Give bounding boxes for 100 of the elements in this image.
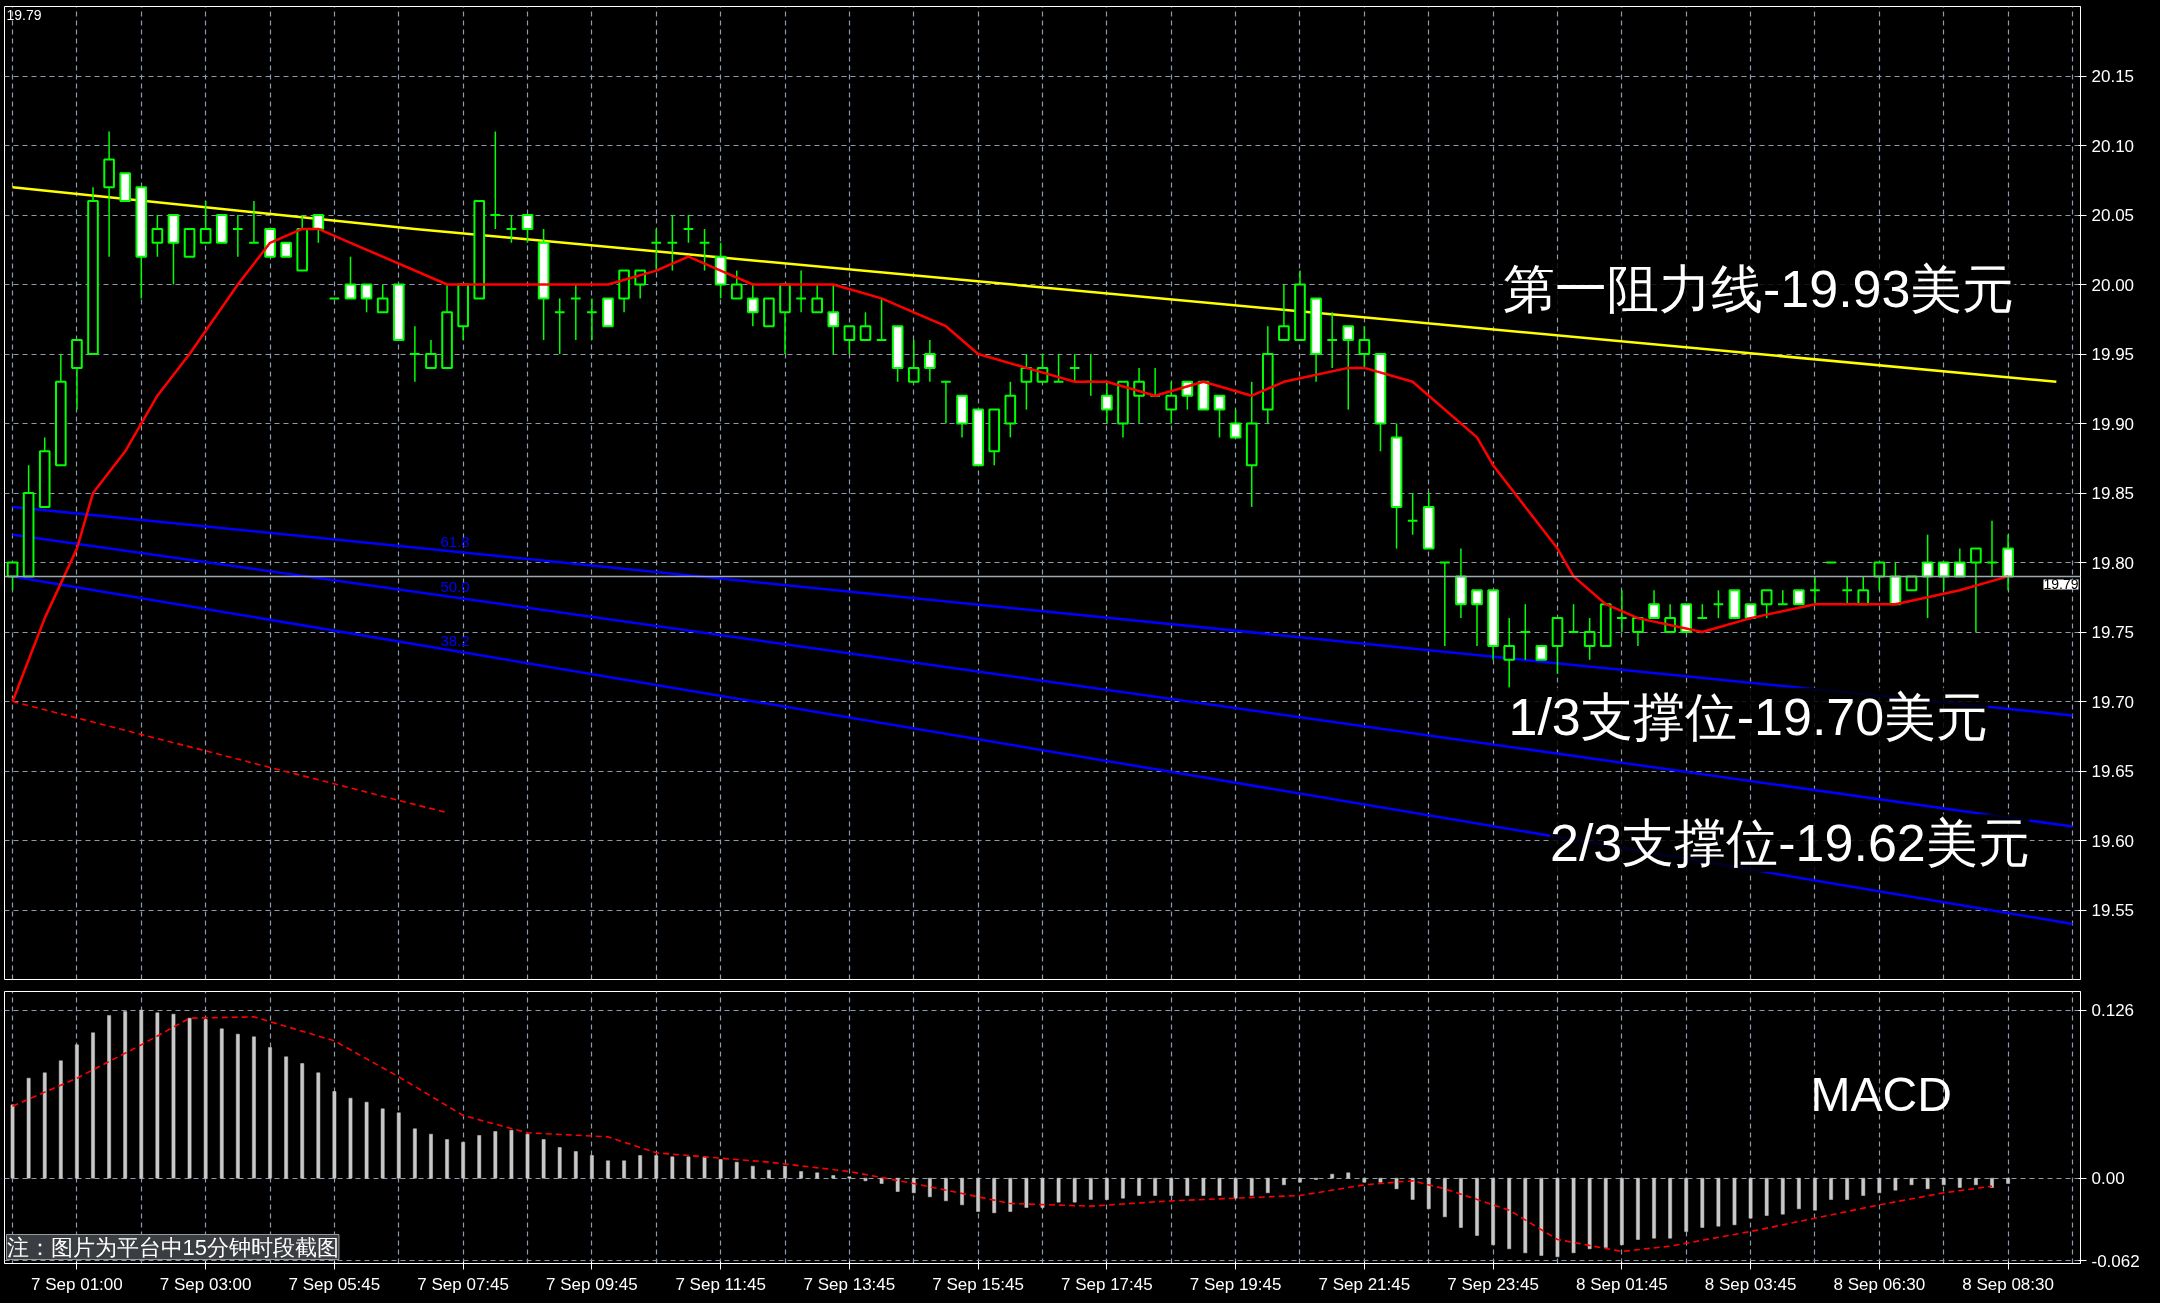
candlestick [1471, 589, 1483, 647]
bar [831, 1175, 836, 1179]
bar [815, 1172, 820, 1179]
candlestick [666, 214, 679, 272]
bar [1619, 1177, 1624, 1246]
bar [1700, 1177, 1705, 1228]
bar [123, 1011, 128, 1179]
bar [1813, 1177, 1817, 1211]
x-tick-label: 7 Sep 05:45 [288, 1274, 381, 1294]
bar [1153, 1177, 1158, 1196]
candlestick [489, 130, 502, 230]
bar [1732, 1177, 1737, 1226]
bar [525, 1133, 530, 1179]
bar [944, 1177, 948, 1202]
bar [718, 1159, 723, 1179]
bar [1346, 1172, 1351, 1179]
bar [670, 1156, 675, 1179]
x-tick-label: 8 Sep 03:45 [1704, 1274, 1797, 1294]
ref-line-label: 19.79 [2043, 576, 2079, 593]
y-tick-label: 20.15 [2091, 67, 2135, 86]
bar [1716, 1177, 1721, 1227]
candlestick [1953, 547, 1966, 578]
x-tick-label: 7 Sep 01:00 [31, 1274, 123, 1294]
bar [348, 1097, 353, 1179]
candlestick [425, 339, 437, 369]
x-tick-label: 7 Sep 15:45 [932, 1274, 1024, 1294]
text: MACD [1810, 1068, 1952, 1122]
candlestick [151, 214, 164, 258]
x-tick-label: 7 Sep 13:45 [803, 1274, 896, 1294]
bar [1539, 1177, 1544, 1256]
bar [316, 1072, 321, 1179]
bar [1394, 1177, 1399, 1190]
bar [396, 1112, 401, 1179]
x-tick-label: 7 Sep 23:45 [1447, 1274, 1539, 1294]
bar [1265, 1177, 1270, 1194]
bar [332, 1091, 337, 1179]
bar [1797, 1177, 1801, 1210]
bar [1072, 1177, 1077, 1203]
candlestick [682, 214, 695, 244]
series-label: 38.2 [440, 631, 470, 649]
candlestick [344, 255, 357, 300]
series-label: 50.0 [440, 578, 470, 596]
candlestick [843, 325, 856, 355]
bar [1668, 1177, 1672, 1239]
candlestick [1616, 589, 1628, 633]
x-tick-label: 8 Sep 01:45 [1576, 1274, 1668, 1294]
bar [1233, 1177, 1238, 1199]
bar [1925, 1177, 1930, 1190]
x-tick-label: 7 Sep 19:45 [1189, 1274, 1282, 1294]
bar [1845, 1177, 1850, 1200]
bar [364, 1101, 369, 1179]
bar [1636, 1177, 1640, 1240]
bar [783, 1165, 787, 1179]
bar [1459, 1177, 1463, 1228]
bar [799, 1171, 803, 1179]
bar [879, 1177, 884, 1184]
candlestick [924, 339, 936, 383]
bar [187, 1017, 192, 1179]
y-tick-label: -0.062 [2091, 1251, 2140, 1271]
bar [1185, 1177, 1190, 1196]
bar [1056, 1177, 1061, 1203]
bar [1088, 1177, 1093, 1200]
candlestick [1519, 603, 1532, 661]
bar [960, 1177, 964, 1206]
candlestick [650, 228, 663, 272]
candlestick [199, 200, 212, 244]
candlestick [1052, 353, 1065, 383]
y-tick-label: 20.05 [2091, 206, 2135, 225]
candlestick [505, 214, 518, 244]
candlestick [907, 339, 920, 383]
bar [1974, 1177, 1978, 1186]
bar [590, 1155, 594, 1179]
bar [10, 1104, 15, 1179]
bar [477, 1135, 482, 1179]
candlestick [376, 283, 389, 314]
bar [1555, 1177, 1560, 1258]
y-tick-label: 20.10 [2091, 136, 2135, 156]
bar [1201, 1177, 1206, 1196]
x-tick-label: 7 Sep 11:45 [675, 1274, 766, 1294]
bar [1587, 1177, 1592, 1250]
x-tick-label: 8 Sep 08:30 [1962, 1274, 2054, 1294]
bar [1861, 1177, 1866, 1196]
bar [155, 1012, 160, 1179]
candlestick [586, 297, 598, 341]
annotation: 1/3支撑位-19.70美元 [1508, 687, 1989, 746]
y-tick-label: 0.126 [2091, 1001, 2135, 1021]
candlestick [1101, 381, 1113, 425]
candlestick [1632, 617, 1644, 647]
candlestick [248, 200, 260, 244]
x-tick-label: 7 Sep 09:45 [546, 1274, 638, 1294]
candlestick [940, 380, 952, 425]
candlestick [827, 283, 840, 355]
candlestick [312, 214, 325, 244]
bar [1249, 1177, 1254, 1196]
bar [139, 1009, 144, 1179]
bar [252, 1036, 256, 1179]
bar [58, 1060, 63, 1179]
candlestick [698, 228, 711, 272]
bar [26, 1077, 31, 1179]
bar [1829, 1177, 1833, 1200]
